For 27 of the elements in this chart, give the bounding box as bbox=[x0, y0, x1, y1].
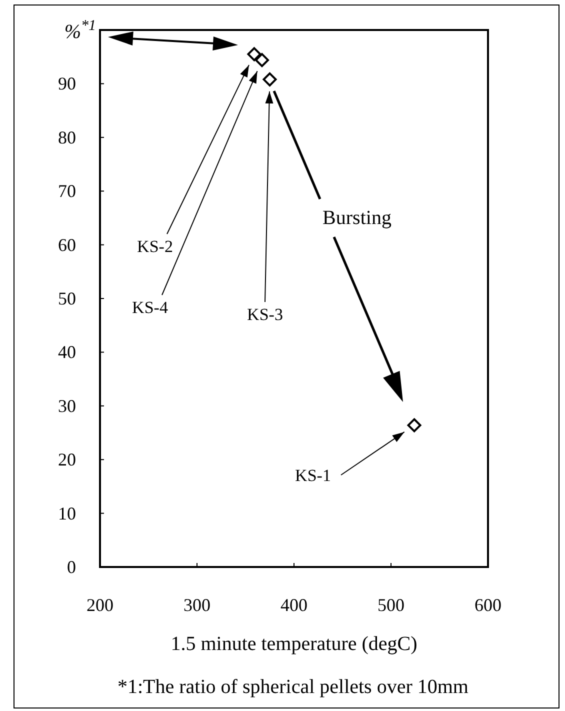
y-tick-label: 90 bbox=[58, 74, 76, 94]
y-tick-label: 50 bbox=[58, 288, 76, 308]
y-tick-label: 20 bbox=[58, 450, 76, 470]
point bbox=[254, 53, 269, 68]
point bbox=[407, 418, 422, 432]
x-tick-label: 300 bbox=[184, 595, 210, 615]
x-axis-title: 1.5 minute temperature (degC) bbox=[170, 633, 418, 655]
point bbox=[262, 72, 277, 86]
y-tick-label: 40 bbox=[58, 342, 76, 362]
y-tick-label: 70 bbox=[58, 181, 76, 202]
y-tick-label: 60 bbox=[58, 234, 76, 255]
y-tick-label: 10 bbox=[58, 503, 76, 524]
x-tick-label: 600 bbox=[474, 595, 502, 615]
x-tick-label: 200 bbox=[86, 595, 114, 615]
annotation: KS-1 bbox=[295, 466, 331, 485]
point bbox=[247, 47, 262, 62]
y-tick-label: 0 bbox=[67, 557, 76, 577]
text: *1:The ratio of spherical pellets over 10mm bbox=[117, 676, 469, 698]
y-axis-title: %$^{*1}$ bbox=[64, 18, 96, 43]
x-tick-label: 500 bbox=[378, 595, 404, 615]
annotation: KS-3 bbox=[247, 305, 283, 324]
y-tick-label: 30 bbox=[58, 396, 76, 416]
annotation: KS-2 bbox=[137, 237, 173, 256]
y-tick-label: 80 bbox=[58, 127, 76, 148]
annotation: KS-4 bbox=[132, 298, 168, 317]
annotation: Bursting bbox=[322, 207, 392, 229]
x-tick-label: 400 bbox=[280, 595, 308, 615]
